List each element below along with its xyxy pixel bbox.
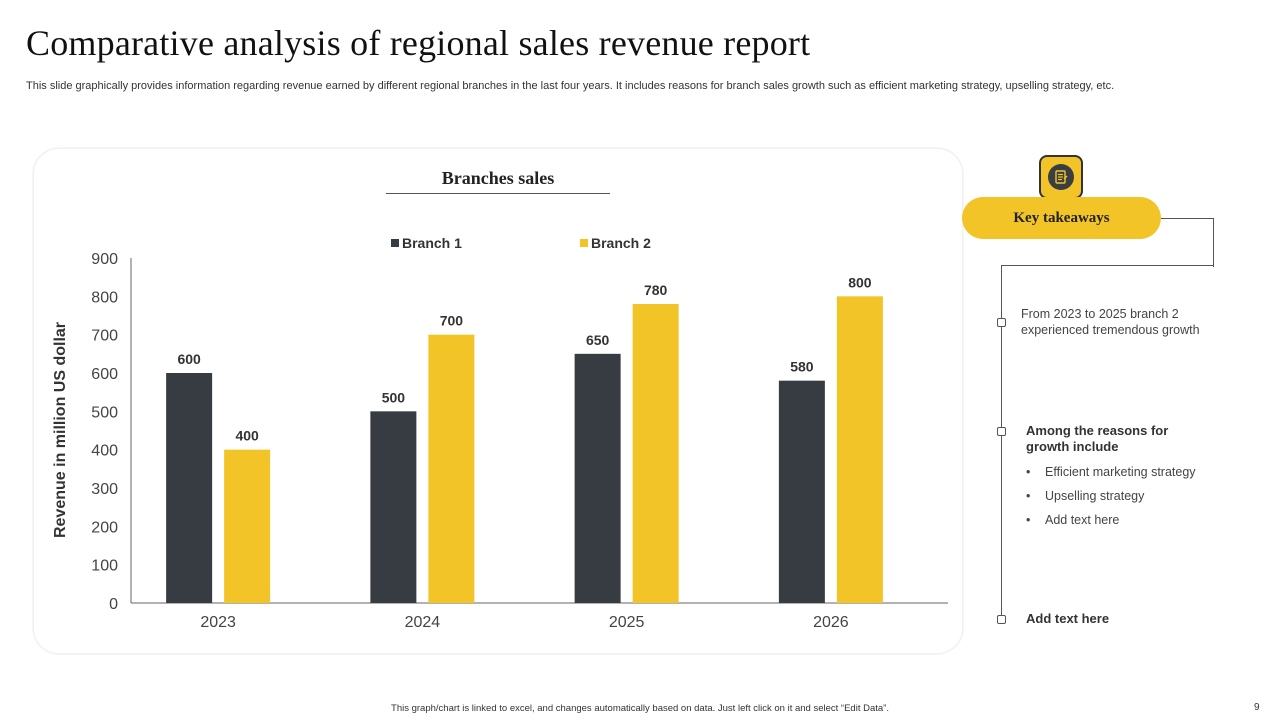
bar	[428, 334, 475, 603]
slide-title: Comparative analysis of regional sales r…	[26, 23, 811, 63]
list-item: Add text here	[1026, 512, 1196, 536]
y-tick-label: 900	[91, 251, 118, 268]
takeaway-point-3: Add text here	[1026, 611, 1110, 626]
legend-label: Branch 1	[402, 235, 462, 251]
data-label: 700	[440, 313, 464, 329]
data-label: 800	[848, 274, 872, 290]
page-number: 9	[1254, 702, 1260, 713]
chart-bars: 600 400 500 700 650 780 580 800	[166, 274, 883, 603]
bar	[574, 353, 621, 603]
timeline-node	[997, 615, 1006, 624]
bar	[166, 373, 213, 603]
chart-legend: Branch 1 Branch 2	[391, 235, 651, 251]
footer-note: This graph/chart is linked to excel, and…	[391, 703, 889, 714]
takeaway-bullet-list: Efficient marketing strategy Upselling s…	[1026, 464, 1196, 536]
list-item: Upselling strategy	[1026, 488, 1196, 512]
legend-swatch	[391, 239, 399, 247]
list-item: Efficient marketing strategy	[1026, 464, 1196, 488]
bar	[836, 296, 883, 603]
data-label: 400	[235, 428, 259, 444]
y-tick-label: 0	[109, 596, 118, 613]
y-tick-label: 300	[91, 481, 118, 498]
y-tick-label: 500	[91, 404, 118, 421]
chart-axes: 0 100 200 300 400 500 600 700 800 900 2023 2024 2025…	[91, 251, 948, 631]
takeaway-point-2-heading: Among the reasons for growth include	[1026, 423, 1169, 454]
x-tick-label: 2023	[200, 614, 236, 631]
takeaway-point-1: From 2023 to 2025 branch 2 experienced t…	[1021, 307, 1200, 337]
bar	[632, 304, 679, 603]
y-tick-label: 400	[91, 443, 118, 460]
bar	[370, 411, 417, 603]
bar	[224, 449, 271, 603]
chart-title: Branches sales	[441, 168, 555, 188]
y-tick-label: 100	[91, 558, 118, 575]
timeline-node	[997, 427, 1006, 436]
slide-subtitle: This slide graphically provides informat…	[26, 80, 1115, 92]
data-label: 600	[177, 351, 201, 367]
timeline-node	[997, 318, 1006, 327]
y-tick-label: 700	[91, 328, 118, 345]
data-label: 780	[644, 282, 668, 298]
data-label: 500	[382, 389, 406, 405]
bar	[778, 380, 825, 603]
chart-title-underline	[386, 193, 610, 194]
x-tick-label: 2024	[405, 614, 441, 631]
data-label: 650	[586, 332, 610, 348]
legend-swatch	[580, 239, 588, 247]
x-tick-label: 2025	[609, 614, 645, 631]
y-axis-label: Revenue in million US dollar	[52, 322, 69, 538]
x-tick-label: 2026	[813, 614, 849, 631]
y-tick-label: 600	[91, 366, 118, 383]
y-tick-label: 200	[91, 519, 118, 536]
notepad-icon	[1039, 155, 1083, 199]
connector-line	[1161, 218, 1214, 267]
data-label: 580	[790, 359, 814, 375]
legend-label: Branch 2	[591, 235, 651, 251]
connector-line	[1001, 265, 1214, 266]
timeline-line	[1001, 265, 1002, 620]
key-takeaways-heading: Key takeaways	[962, 197, 1161, 239]
y-tick-label: 800	[91, 289, 118, 306]
